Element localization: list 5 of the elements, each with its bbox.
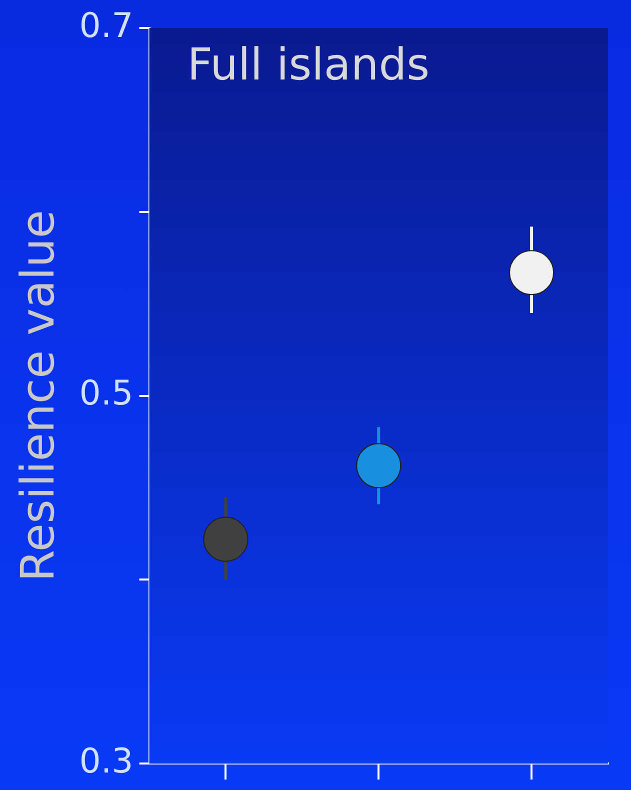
annotation: Full islands bbox=[187, 39, 430, 90]
y-axis-title: Resilience value bbox=[10, 210, 65, 582]
y-tick-label: 0.7 bbox=[79, 6, 134, 46]
y-tick-label: 0.3 bbox=[79, 741, 134, 782]
y-tick-label: 0.5 bbox=[79, 374, 134, 414]
